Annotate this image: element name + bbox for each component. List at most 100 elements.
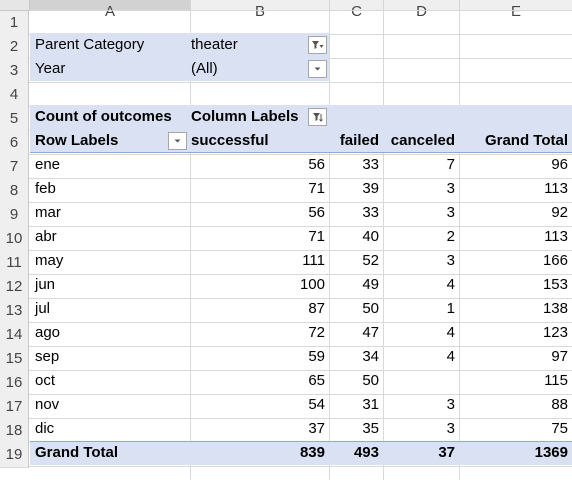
row-header-18[interactable]: 18 [0, 419, 29, 444]
row-labels-dropdown-icon[interactable] [168, 132, 187, 150]
value-cell-successful[interactable]: 37 [308, 420, 325, 437]
value-cell-successful[interactable]: 54 [308, 396, 325, 413]
row-header-3[interactable]: 3 [0, 59, 29, 84]
row-header-4[interactable]: 4 [0, 83, 29, 108]
filter-value-year[interactable]: (All) [191, 60, 218, 77]
value-cell-canceled[interactable] [384, 369, 459, 393]
column-header-d[interactable]: D [384, 0, 460, 19]
grand-total-overall: 1369 [534, 444, 568, 461]
value-cell-canceled[interactable]: 3 [446, 252, 455, 269]
grand-total-label: Grand Total [35, 444, 119, 461]
row-label-cell[interactable]: oct [35, 372, 56, 389]
value-cell-canceled[interactable]: 3 [446, 204, 455, 221]
value-cell-grand-total[interactable]: 92 [551, 204, 568, 221]
row-label-cell[interactable]: dic [35, 420, 55, 437]
value-cell-successful[interactable]: 100 [299, 276, 325, 293]
value-cell-failed[interactable]: 33 [362, 156, 379, 173]
value-cell-failed[interactable]: 34 [362, 348, 379, 365]
row-header-19[interactable]: 19 [0, 443, 29, 468]
row-label-cell[interactable]: ago [35, 324, 61, 341]
value-cell-failed[interactable]: 31 [362, 396, 379, 413]
value-cell-grand-total[interactable]: 123 [542, 324, 568, 341]
row-header-15[interactable]: 15 [0, 347, 29, 372]
value-cell-successful[interactable]: 65 [308, 372, 325, 389]
value-cell-canceled[interactable]: 3 [446, 420, 455, 437]
value-cell-grand-total[interactable]: 75 [551, 420, 568, 437]
grand-total-rule [30, 441, 572, 442]
value-cell-canceled[interactable]: 3 [446, 396, 455, 413]
value-cell-grand-total[interactable]: 113 [544, 228, 568, 245]
row-label-cell[interactable]: feb [35, 180, 56, 197]
row-header-7[interactable]: 7 [0, 155, 29, 180]
value-cell-failed[interactable]: 39 [362, 180, 379, 197]
value-cell-grand-total[interactable]: 96 [551, 156, 568, 173]
value-cell-canceled[interactable]: 7 [446, 156, 455, 173]
value-cell-canceled[interactable]: 4 [446, 348, 455, 365]
row-label-cell[interactable]: mar [35, 204, 61, 221]
row-label-cell[interactable]: nov [35, 396, 60, 413]
value-cell-canceled[interactable]: 3 [446, 180, 455, 197]
row-header-8[interactable]: 8 [0, 179, 29, 204]
value-cell-grand-total[interactable]: 97 [551, 348, 568, 365]
value-cell-grand-total[interactable]: 113 [544, 180, 568, 197]
select-all-corner[interactable] [0, 0, 30, 10]
value-cell-successful[interactable]: 71 [308, 180, 325, 197]
value-cell-failed[interactable]: 50 [362, 300, 379, 317]
row-header-9[interactable]: 9 [0, 203, 29, 228]
value-cell-successful[interactable]: 72 [308, 324, 325, 341]
column-header-a[interactable]: A [30, 0, 191, 19]
value-cell-failed[interactable]: 50 [362, 372, 379, 389]
value-cell-successful[interactable]: 87 [308, 300, 325, 317]
value-cell-successful[interactable]: 56 [308, 204, 325, 221]
row-label-cell[interactable]: jun [35, 276, 56, 293]
value-cell-grand-total[interactable]: 166 [542, 252, 568, 269]
row-header-2[interactable]: 2 [0, 35, 29, 60]
value-cell-grand-total[interactable]: 153 [542, 276, 568, 293]
filter-value-parent-category[interactable]: theater [191, 36, 238, 53]
row-header-14[interactable]: 14 [0, 323, 29, 348]
row-label-cell[interactable]: may [35, 252, 64, 269]
gridline-horizontal [29, 154, 572, 155]
value-cell-failed[interactable]: 40 [362, 228, 379, 245]
row-header-10[interactable]: 10 [0, 227, 29, 252]
value-cell-grand-total[interactable]: 115 [544, 372, 568, 389]
column-header-e[interactable]: E [510, 3, 521, 20]
row-header-13[interactable]: 13 [0, 299, 29, 324]
column-header-c[interactable]: C [330, 0, 384, 19]
row-label-cell[interactable]: abr [35, 228, 57, 245]
value-cell-failed[interactable]: 49 [362, 276, 379, 293]
value-cell-successful[interactable]: 56 [308, 156, 325, 173]
row-label-cell[interactable]: jul [35, 300, 51, 317]
value-cell-successful[interactable]: 59 [308, 348, 325, 365]
value-cell-successful[interactable]: 71 [308, 228, 325, 245]
value-cell-failed[interactable]: 52 [362, 252, 379, 269]
row-label-cell[interactable]: ene [35, 156, 61, 173]
value-cell-canceled[interactable]: 4 [446, 276, 455, 293]
value-cell-successful[interactable]: 111 [302, 252, 325, 269]
filter-area-background [30, 33, 329, 81]
filter-applied-icon[interactable] [308, 36, 327, 54]
value-cell-canceled[interactable]: 4 [446, 324, 455, 341]
row-header-5[interactable]: 5 [0, 107, 29, 132]
column-labels-sort-filter-icon[interactable] [308, 108, 327, 126]
gridline-vertical [190, 11, 191, 480]
row-label-cell[interactable]: sep [35, 348, 60, 365]
dropdown-arrow-icon[interactable] [308, 60, 327, 78]
value-cell-failed[interactable]: 33 [362, 204, 379, 221]
filter-label-parent-category: Parent Category [35, 36, 145, 53]
value-cell-failed[interactable]: 47 [362, 324, 379, 341]
values-field-label: Count of outcomes [35, 108, 172, 125]
value-cell-grand-total[interactable]: 138 [542, 300, 568, 317]
value-cell-canceled[interactable]: 1 [446, 300, 455, 317]
row-header-16[interactable]: 16 [0, 371, 29, 396]
value-cell-canceled[interactable]: 2 [446, 228, 455, 245]
row-header-1[interactable]: 1 [0, 11, 29, 36]
column-header-b[interactable]: B [191, 0, 330, 19]
value-cell-grand-total[interactable]: 88 [551, 396, 568, 413]
row-header-12[interactable]: 12 [0, 275, 29, 300]
pivot-header-background [30, 105, 572, 153]
row-header-17[interactable]: 17 [0, 395, 29, 420]
value-cell-failed[interactable]: 35 [362, 420, 379, 437]
row-header-6[interactable]: 6 [0, 131, 29, 156]
row-header-11[interactable]: 11 [0, 251, 29, 276]
